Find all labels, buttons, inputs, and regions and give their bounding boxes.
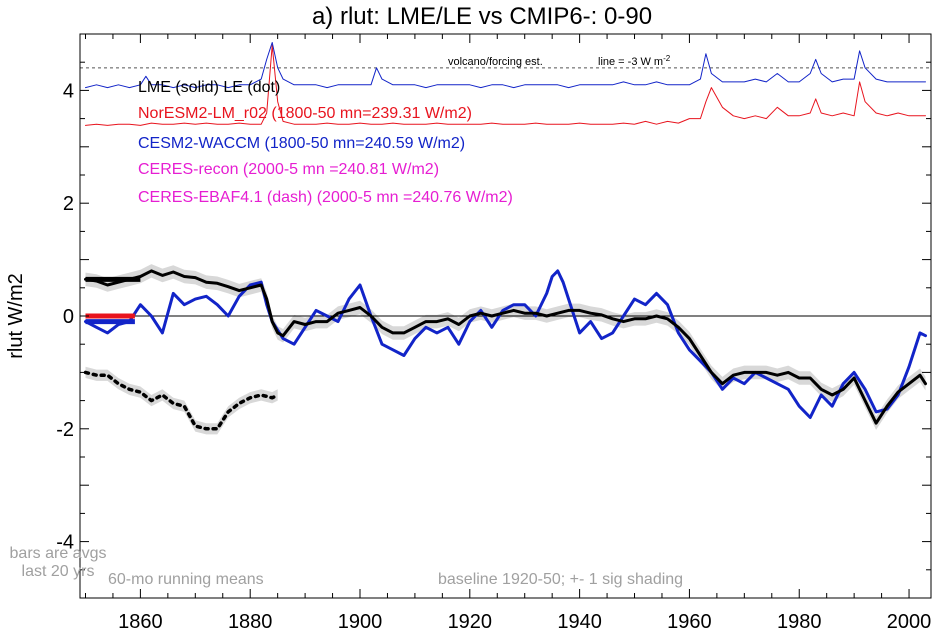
y-tick-label: -2 [56, 419, 74, 441]
series-cesm2-waccm [84, 269, 927, 419]
annotation-baseline: baseline 1920-50; +- 1 sig shading [438, 571, 683, 588]
legend-entry-noresm: NorESM2-LM_r02 (1800-50 mn=239.31 W/m2) [138, 105, 472, 122]
x-tick-label: 2000 [887, 611, 932, 633]
annotation-volcano: volcano/forcing est. [448, 56, 543, 68]
legend-entry-lme-le: LME (solid) LE (dot) [138, 79, 280, 96]
x-tick-label: 1980 [777, 611, 822, 633]
annotation-line-text: line = -3 W m [598, 56, 663, 68]
chart-title: a) rlut: LME/LE vs CMIP6-: 0-90 [312, 3, 652, 30]
series-le [83, 370, 280, 431]
x-tick-label: 1900 [338, 611, 383, 633]
legend-entry-ceres-recon: CERES-recon (2000-5 mn =240.81 W/m2) [138, 161, 439, 178]
series-lme [84, 269, 927, 425]
annotation-bars-note-2: last 20 yrs [22, 563, 95, 580]
y-tick-label: -4 [56, 532, 74, 554]
annotation-running-means: 60-mo running means [108, 571, 264, 588]
legend: LME (solid) LE (dot) NorESM2-LM_r02 (180… [138, 79, 513, 206]
legend-entry-ceres-ebaf: CERES-EBAF4.1 (dash) (2000-5 mn =240.76 … [138, 189, 513, 206]
x-tick-label: 1940 [557, 611, 602, 633]
y-tick-label: 2 [63, 193, 74, 215]
x-tick-label: 1880 [228, 611, 273, 633]
x-tick-label: 1920 [448, 611, 493, 633]
annotation-line-note: line = -3 W m-2 [598, 54, 671, 68]
series-cesm2-waccm-forcing [85, 42, 926, 89]
y-tick-label: 4 [63, 80, 74, 102]
series-noresm2-lm-r02-forcing [85, 44, 926, 126]
y-axis-label: rlut W/m2 [5, 273, 27, 359]
y-tick-label: 0 [63, 306, 74, 328]
plot-area: 1860 1880 1900 1920 1940 1960 1980 2000 -4 -2 0 2 4 [56, 33, 932, 633]
annotation-line-sup: -2 [663, 54, 671, 63]
x-tick-label: 1860 [118, 611, 163, 633]
annotation-bars-note-1: bars are avgs [10, 545, 107, 562]
le-sigma-shading [85, 366, 278, 435]
legend-entry-cesm2: CESM2-WACCM (1800-50 mn=240.59 W/m2) [138, 135, 465, 152]
x-tick-label: 1960 [667, 611, 712, 633]
